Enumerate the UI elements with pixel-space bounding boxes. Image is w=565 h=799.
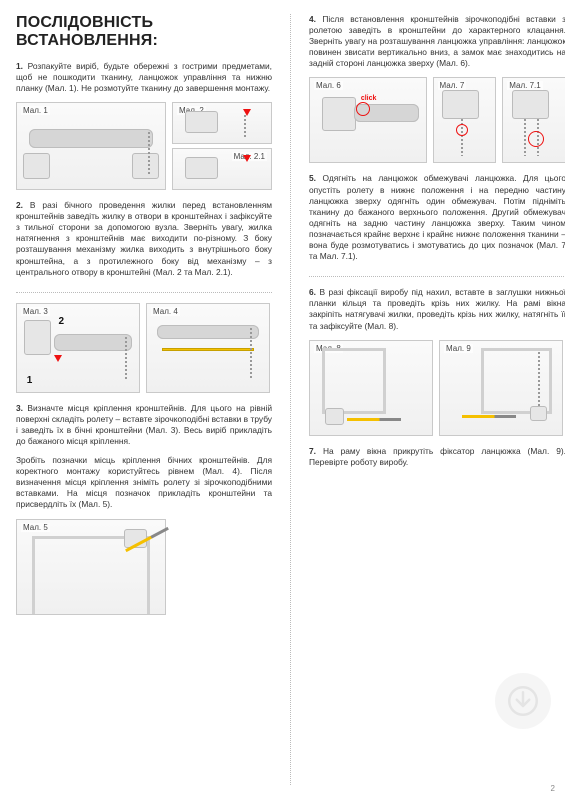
step-5-body: Одягніть на ланцюжок обмежувачі ланцюжка… [309,173,565,261]
step-5-num: 5. [309,173,316,183]
step-3a-text: 3. Визначте місця кріплення кронштейнів.… [16,403,272,447]
figrow-6-7: Мал. 6 click Мал. 7 Мал. 7.1 [309,77,565,163]
figure-1: Мал. 1 [16,102,166,190]
download-arrow-icon [508,686,538,716]
figure-7: Мал. 7 [433,77,497,163]
figrow-1-2: Мал. 1 Мал. 2 Мал. 2.1 [16,102,272,190]
step-4-body: Після встановлення кронштейнів зірочкопо… [309,14,565,68]
figure-7-1: Мал. 7.1 [502,77,565,163]
step-4-num: 4. [309,14,316,24]
step-7-text: 7. На раму вікна прикрутіть фіксатор лан… [309,446,565,468]
screwdriver-icon [462,415,516,418]
fig4-label: Мал. 4 [151,307,180,316]
fig71-label: Мал. 7.1 [507,81,542,90]
figrow-8-9: Мал. 8 Мал. 9 [309,340,565,436]
step-3-num: 3. [16,403,23,413]
instruction-page: ПОСЛІДОВНІСТЬ ВСТАНОВЛЕННЯ: 1. Розпакуйт… [0,0,565,799]
step-6-body: В разі фіксації виробу під нахил, вставт… [309,287,565,330]
watermark-icon [495,673,551,729]
dotted-separator-left [16,292,272,293]
step-1-body: Розпакуйте виріб, будьте обережні з гост… [16,61,272,93]
callout-1: 1 [27,375,33,386]
fig7-label: Мал. 7 [438,81,467,90]
step-3b-text: Зробіть позначки місць кріплення бічних … [16,455,272,510]
step-6-text: 6. В разі фіксації виробу під нахил, вст… [309,287,565,331]
level-tool-icon [162,348,255,351]
fig6-label: Мал. 6 [314,81,343,90]
fig3-label: Мал. 3 [21,307,50,316]
fig1-label: Мал. 1 [21,106,50,115]
vertical-divider [290,14,291,785]
step-4-text: 4. Після встановлення кронштейнів зірочк… [309,14,565,69]
two-column-layout: ПОСЛІДОВНІСТЬ ВСТАНОВЛЕННЯ: 1. Розпакуйт… [16,14,549,785]
figure-5: Мал. 5 [16,519,166,615]
fig9-label: Мал. 9 [444,344,473,353]
figure-2-1: Мал. 2.1 [172,148,272,190]
step-7-body: На раму вікна прикрутіть фіксатор ланцюж… [309,446,565,467]
figrow-5: Мал. 5 [16,519,272,615]
left-column: ПОСЛІДОВНІСТЬ ВСТАНОВЛЕННЯ: 1. Розпакуйт… [16,14,272,785]
step-1-text: 1. Розпакуйте виріб, будьте обережні з г… [16,61,272,94]
right-column: 4. Після встановлення кронштейнів зірочк… [309,14,565,785]
step-6-num: 6. [309,287,316,297]
step-1-num: 1. [16,61,23,71]
figure-9: Мал. 9 [439,340,563,436]
step-2-text: 2. В разі бічного проведення жилки перед… [16,200,272,278]
step-3a-body: Визначте місця кріплення кронштейнів. Дл… [16,403,272,446]
step-2-num: 2. [16,200,23,210]
step-5-text: 5. Одягніть на ланцюжок обмежувачі ланцю… [309,173,565,262]
figrow-3-4: Мал. 3 1 2 Мал. 4 [16,303,272,393]
callout-2: 2 [58,316,64,327]
page-number: 2 [551,784,555,793]
figure-8: Мал. 8 [309,340,433,436]
fig5-label: Мал. 5 [21,523,50,532]
screwdriver-icon [347,418,401,421]
dotted-separator-right [309,276,565,277]
figure-4: Мал. 4 [146,303,270,393]
step-2-body: В разі бічного проведення жилки перед вс… [16,200,272,277]
figure-3: Мал. 3 1 2 [16,303,140,393]
page-title: ПОСЛІДОВНІСТЬ ВСТАНОВЛЕННЯ: [16,14,272,51]
step-7-num: 7. [309,446,316,456]
figure-6: Мал. 6 click [309,77,427,163]
figure-2: Мал. 2 [172,102,272,144]
